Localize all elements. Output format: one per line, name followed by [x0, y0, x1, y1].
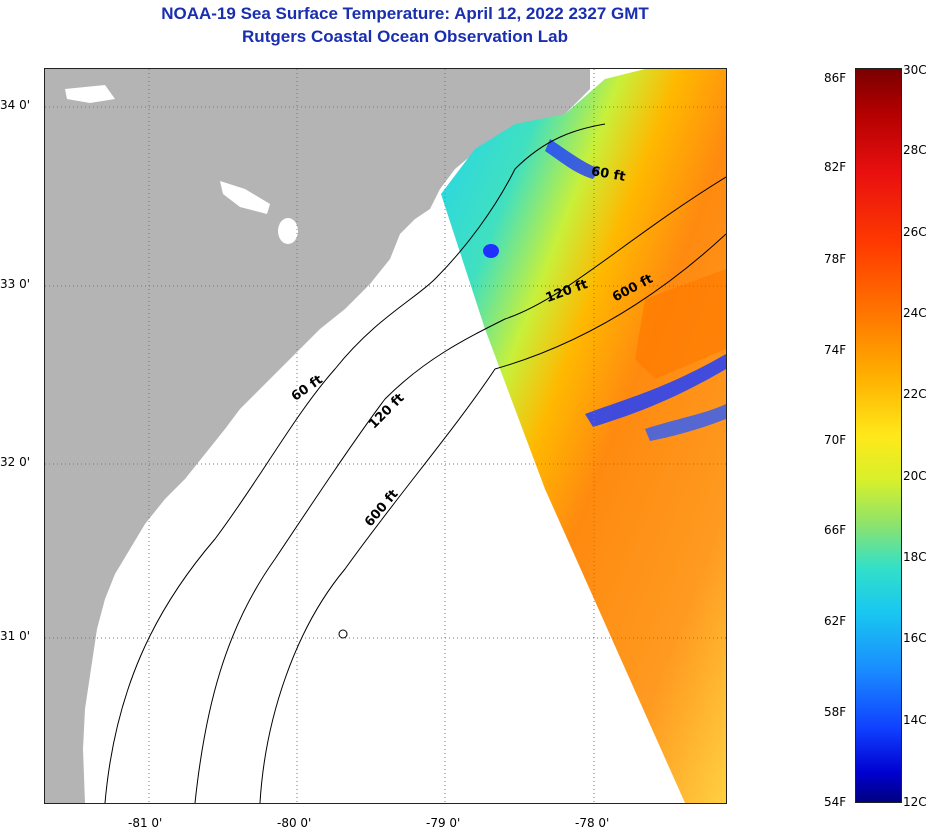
- lon-label: -80 0': [277, 816, 312, 830]
- colorbar-c-label: 16C: [903, 631, 927, 645]
- sst-cool-band: [585, 354, 726, 427]
- colorbar-f-label: 58F: [824, 705, 847, 719]
- sst-warm-region: [635, 269, 726, 379]
- sst-cool-patch: [545, 139, 600, 179]
- colorbar-f-label: 78F: [824, 252, 847, 266]
- lat-label: 32 0': [0, 455, 31, 469]
- colorbar-c-label: 30C: [903, 63, 927, 77]
- sst-cool-band: [645, 404, 726, 441]
- colorbar-f-label: 70F: [824, 433, 847, 447]
- lake: [278, 218, 298, 244]
- map-subtitle: Rutgers Coastal Ocean Observation Lab: [242, 27, 568, 46]
- colorbar-f-label: 62F: [824, 614, 847, 628]
- lon-label: -78 0': [575, 816, 610, 830]
- colorbar-f-label: 54F: [824, 795, 847, 809]
- map-title: NOAA-19 Sea Surface Temperature: April 1…: [161, 4, 649, 23]
- sst-cool-patch: [483, 244, 499, 258]
- colorbar-c-label: 12C: [903, 795, 927, 809]
- colorbar-f-label: 86F: [824, 71, 847, 85]
- lat-label: 31 0': [0, 629, 31, 643]
- colorbar-c-label: 14C: [903, 713, 927, 727]
- colorbar-c-label: 20C: [903, 469, 927, 483]
- graticule: [45, 69, 726, 803]
- sst-swath: [441, 69, 726, 803]
- sst-map: 60 ft 120 ft 600 ft 60 ft 120 ft 600 ft: [44, 68, 727, 804]
- colorbar-f-label: 82F: [824, 160, 847, 174]
- lake: [220, 181, 270, 214]
- bathymetry-contours: [104, 123, 726, 803]
- lon-label: -81 0': [128, 816, 163, 830]
- colorbar-c-label: 18C: [903, 550, 927, 564]
- lat-label: 33 0': [0, 277, 31, 291]
- temperature-colorbar: [855, 68, 902, 803]
- lake: [65, 85, 115, 103]
- colorbar-f-label: 74F: [824, 343, 847, 357]
- lon-label: -79 0': [426, 816, 461, 830]
- colorbar-c-label: 22C: [903, 387, 927, 401]
- colorbar-c-label: 26C: [903, 225, 927, 239]
- colorbar-c-label: 28C: [903, 143, 927, 157]
- lat-label: 34 0': [0, 98, 31, 112]
- land-mass: [45, 69, 590, 803]
- colorbar-c-label: 24C: [903, 306, 927, 320]
- sst-map-canvas: [45, 69, 726, 803]
- colorbar-f-label: 66F: [824, 523, 847, 537]
